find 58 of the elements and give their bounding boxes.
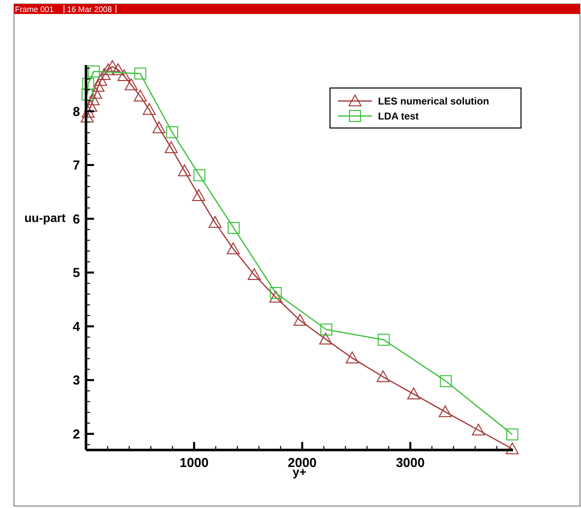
x-tick-label: 3000 [396, 455, 425, 470]
point [94, 74, 108, 86]
point [506, 428, 518, 440]
point [82, 106, 95, 118]
point [193, 169, 206, 182]
point [89, 87, 102, 99]
y-tick-label: 3 [72, 372, 80, 388]
point [228, 222, 240, 234]
point [376, 370, 390, 382]
point [319, 332, 332, 345]
point [134, 68, 146, 80]
point [438, 405, 452, 418]
point [82, 88, 94, 101]
point [178, 164, 191, 176]
point [378, 334, 390, 346]
point [92, 80, 105, 92]
text: 16 Mar 2008 [67, 5, 112, 14]
point [440, 375, 452, 388]
point [270, 286, 282, 299]
point [294, 314, 307, 326]
legend-label: LES numerical solution [378, 96, 490, 108]
point [152, 121, 166, 134]
point [124, 78, 138, 90]
point [269, 290, 282, 303]
point [102, 63, 115, 76]
legend-label: LDA test [378, 112, 420, 122]
point [208, 216, 222, 228]
point [472, 424, 485, 436]
point [192, 189, 206, 201]
y-tick-label: 2 [72, 426, 80, 442]
point [164, 141, 178, 154]
text: Frame 001 [15, 5, 54, 14]
point [86, 93, 100, 106]
y-tick-label: 5 [72, 265, 80, 280]
point [346, 352, 359, 364]
point [248, 268, 261, 280]
point [118, 69, 131, 82]
point [320, 324, 332, 336]
y-tick-label: 8 [72, 104, 80, 119]
point [80, 110, 94, 122]
x-tick-label: 2000 [288, 455, 317, 470]
point [106, 60, 119, 72]
x-tick-label: 1000 [180, 455, 209, 470]
point [226, 242, 240, 254]
point [166, 126, 178, 138]
y-axis-title: uu-part [24, 211, 66, 225]
point [134, 90, 147, 102]
point [142, 103, 156, 115]
y-tick-label: 6 [72, 211, 80, 226]
point [407, 388, 420, 400]
y-tick-label: 4 [72, 318, 81, 334]
point [112, 63, 125, 76]
y-tick-label: 7 [72, 158, 80, 173]
point [84, 100, 98, 112]
point [82, 78, 94, 90]
point [88, 65, 100, 78]
point [506, 442, 519, 454]
point [98, 68, 111, 80]
